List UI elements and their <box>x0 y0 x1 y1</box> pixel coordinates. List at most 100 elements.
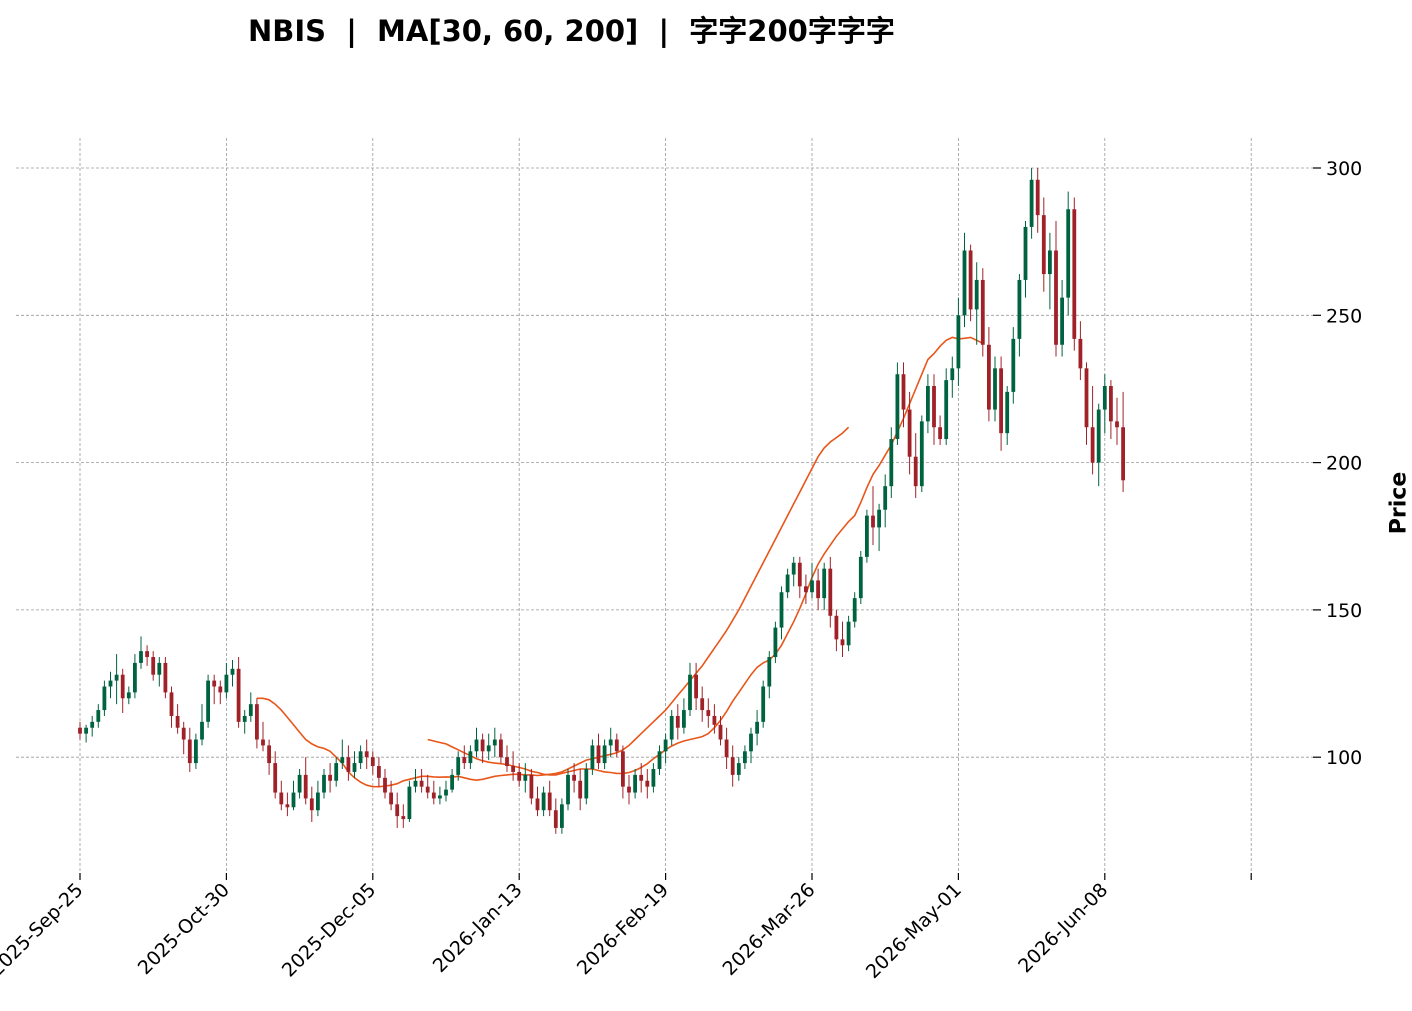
candle <box>785 568 790 599</box>
candle-body <box>273 763 278 793</box>
candle <box>511 751 515 781</box>
candle <box>468 745 473 769</box>
candle <box>285 792 290 817</box>
candle-body <box>224 674 229 693</box>
candle <box>852 592 857 628</box>
candle <box>261 721 265 752</box>
candle-body <box>822 568 827 599</box>
candle-body <box>364 751 369 758</box>
candle <box>425 774 430 799</box>
candle-body <box>383 777 387 793</box>
candle-body <box>785 574 790 593</box>
candle <box>1084 362 1089 445</box>
candle-layer <box>78 168 1125 834</box>
candle <box>1048 232 1052 310</box>
candle-body <box>529 774 534 799</box>
candle-body <box>194 739 198 764</box>
candle <box>456 751 461 781</box>
candle-body <box>932 386 936 428</box>
x-tick-label: 2025-Sep-25 <box>0 879 88 981</box>
candle-body <box>962 250 967 316</box>
candle <box>407 780 412 823</box>
candle-body <box>773 627 778 658</box>
candle-body <box>413 780 418 787</box>
candle <box>749 727 753 764</box>
candle <box>901 362 906 428</box>
candle <box>956 297 961 387</box>
candle-body <box>1041 215 1046 275</box>
candle-body <box>730 757 735 775</box>
candle-body <box>267 745 271 764</box>
candle <box>932 374 936 445</box>
candle-body <box>1054 250 1058 345</box>
candle <box>474 727 479 758</box>
candle <box>712 704 717 734</box>
candle <box>444 780 448 802</box>
candle-body <box>1072 209 1077 339</box>
y-tick-label: 100 <box>1326 747 1362 769</box>
candle <box>1054 221 1058 357</box>
candle-body <box>736 763 741 775</box>
candle-body <box>980 279 985 345</box>
candle <box>1035 168 1040 233</box>
candle-body <box>169 692 174 716</box>
candle <box>1072 197 1077 351</box>
candle-body <box>938 427 942 440</box>
candle <box>419 768 424 793</box>
candle <box>883 474 888 528</box>
candle-body <box>797 562 802 587</box>
candle <box>926 374 930 434</box>
candle <box>1023 221 1028 298</box>
candle-body <box>468 751 473 764</box>
candle <box>1066 191 1071 316</box>
candle <box>767 651 772 699</box>
candle <box>993 356 997 422</box>
candle <box>913 433 918 498</box>
axis-layer: 100 150 200 250 300 2025-Sep-25 2025-Oct-30 202… <box>0 158 1362 983</box>
candle <box>736 757 741 781</box>
candle <box>895 362 900 445</box>
candle <box>639 763 644 793</box>
candle <box>1121 391 1125 493</box>
candle <box>706 698 711 728</box>
candle <box>505 745 509 772</box>
candle-body <box>816 580 820 599</box>
candle <box>1060 279 1064 357</box>
candle-body <box>553 810 558 828</box>
candle <box>206 674 210 728</box>
candle <box>590 739 595 775</box>
grid-layer <box>16 138 1313 873</box>
candle <box>291 780 296 811</box>
candle <box>334 757 339 787</box>
candle <box>560 798 564 834</box>
candle <box>242 710 247 734</box>
candle-body <box>560 804 564 828</box>
candle <box>492 727 497 758</box>
candle <box>84 724 88 743</box>
candle <box>974 262 979 345</box>
candle <box>834 609 839 652</box>
candle-body <box>1060 297 1064 345</box>
candle-body <box>1035 179 1040 216</box>
candle <box>309 786 314 823</box>
candle <box>755 710 759 746</box>
candle-body <box>767 657 772 687</box>
candle <box>462 745 467 769</box>
candle <box>346 745 351 781</box>
candle-body <box>389 792 393 805</box>
candle-body <box>1084 368 1089 428</box>
candle <box>724 727 729 769</box>
candle-body <box>1023 226 1028 280</box>
candle <box>431 780 436 805</box>
candle <box>718 715 723 746</box>
candle <box>218 680 223 705</box>
candle <box>212 674 217 705</box>
candle <box>663 733 668 764</box>
candle-body <box>133 662 137 693</box>
moving-average-line-2 <box>427 336 984 776</box>
candle-body <box>279 792 284 805</box>
candle <box>669 710 674 746</box>
candle-body <box>590 745 595 769</box>
candle-body <box>621 751 625 787</box>
candle <box>944 368 949 445</box>
